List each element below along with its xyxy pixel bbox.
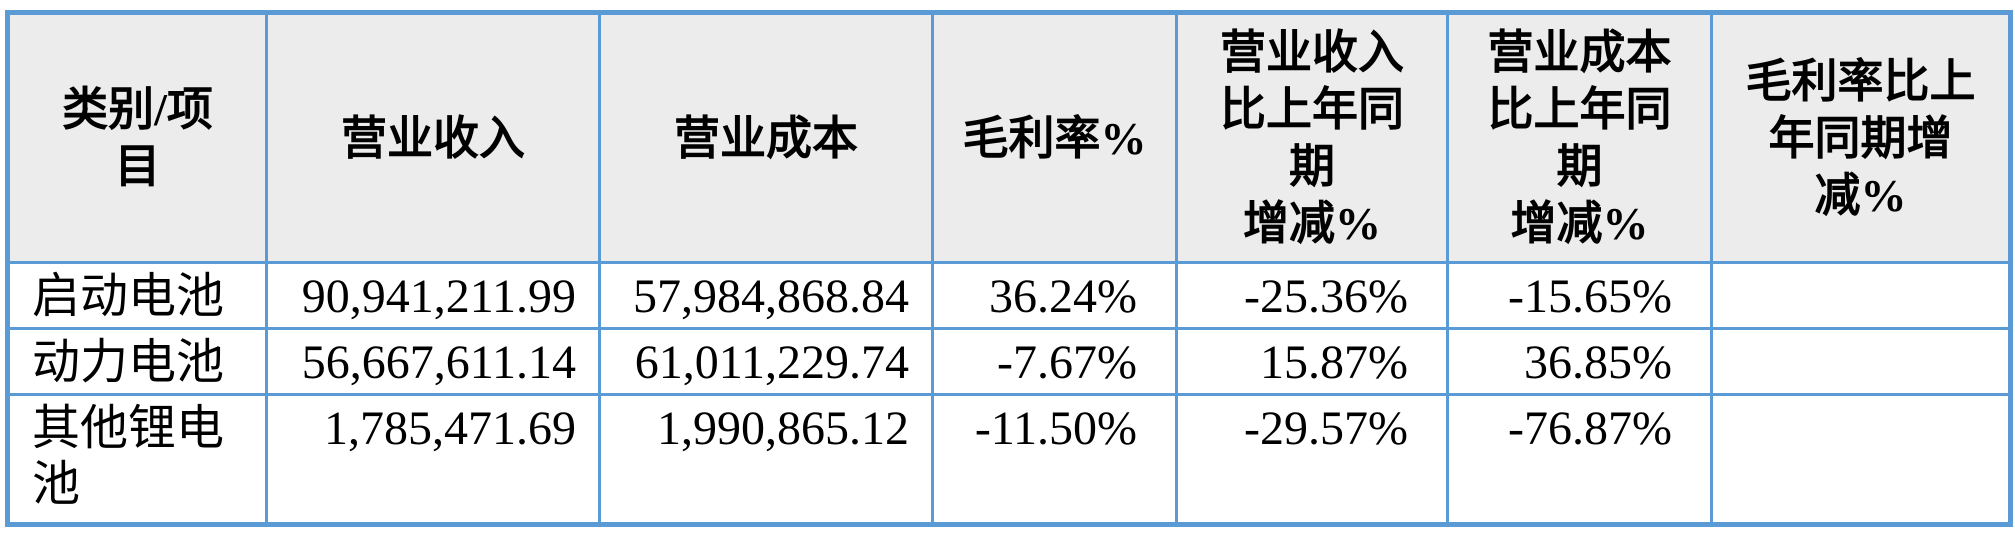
cell-margin-yoy [1710, 393, 2012, 526]
cell-cost-yoy: 36.85% [1446, 327, 1713, 396]
cell-category: 启动电池 [6, 261, 268, 330]
header-gross-margin: 毛利率% [931, 11, 1178, 264]
header-row: 类别/项 目 营业收入 营业成本 毛利率% 营业收入 比上年同 期 增减% 营业… [6, 11, 2012, 264]
cell-gross-margin: -11.50% [931, 393, 1178, 526]
cell-category: 其他锂电 池 [6, 393, 268, 526]
cell-gross-margin: -7.67% [931, 327, 1178, 396]
cell-cost-yoy: -15.65% [1446, 261, 1713, 330]
header-cost: 营业成本 [598, 11, 934, 264]
header-revenue-yoy: 营业收入 比上年同 期 增减% [1175, 11, 1449, 264]
cell-revenue: 90,941,211.99 [265, 261, 601, 330]
header-revenue: 营业收入 [265, 11, 601, 264]
cell-cost-yoy: -76.87% [1446, 393, 1713, 526]
cell-revenue-yoy: -25.36% [1175, 261, 1449, 330]
header-margin-yoy: 毛利率比上 年同期增 减% [1710, 11, 2012, 264]
cell-revenue-yoy: 15.87% [1175, 327, 1449, 396]
cell-category: 动力电池 [6, 327, 268, 396]
cell-revenue: 56,667,611.14 [265, 327, 601, 396]
cell-cost: 1,990,865.12 [598, 393, 934, 526]
cell-revenue-yoy: -29.57% [1175, 393, 1449, 526]
cell-revenue: 1,785,471.69 [265, 393, 601, 526]
header-category: 类别/项 目 [6, 11, 268, 264]
segment-financials-table: 类别/项 目 营业收入 营业成本 毛利率% 营业收入 比上年同 期 增减% 营业… [5, 10, 2013, 527]
table-row-other-lithium-battery: 其他锂电 池 1,785,471.69 1,990,865.12 -11.50%… [6, 393, 2012, 526]
cell-margin-yoy [1710, 261, 2012, 330]
cell-margin-yoy [1710, 327, 2012, 396]
table-row-power-battery: 动力电池 56,667,611.14 61,011,229.74 -7.67% … [6, 327, 2012, 396]
cell-cost: 57,984,868.84 [598, 261, 934, 330]
header-cost-yoy: 营业成本 比上年同 期 增减% [1446, 11, 1713, 264]
cell-cost: 61,011,229.74 [598, 327, 934, 396]
cell-gross-margin: 36.24% [931, 261, 1178, 330]
table-row-starter-battery: 启动电池 90,941,211.99 57,984,868.84 36.24% … [6, 261, 2012, 330]
